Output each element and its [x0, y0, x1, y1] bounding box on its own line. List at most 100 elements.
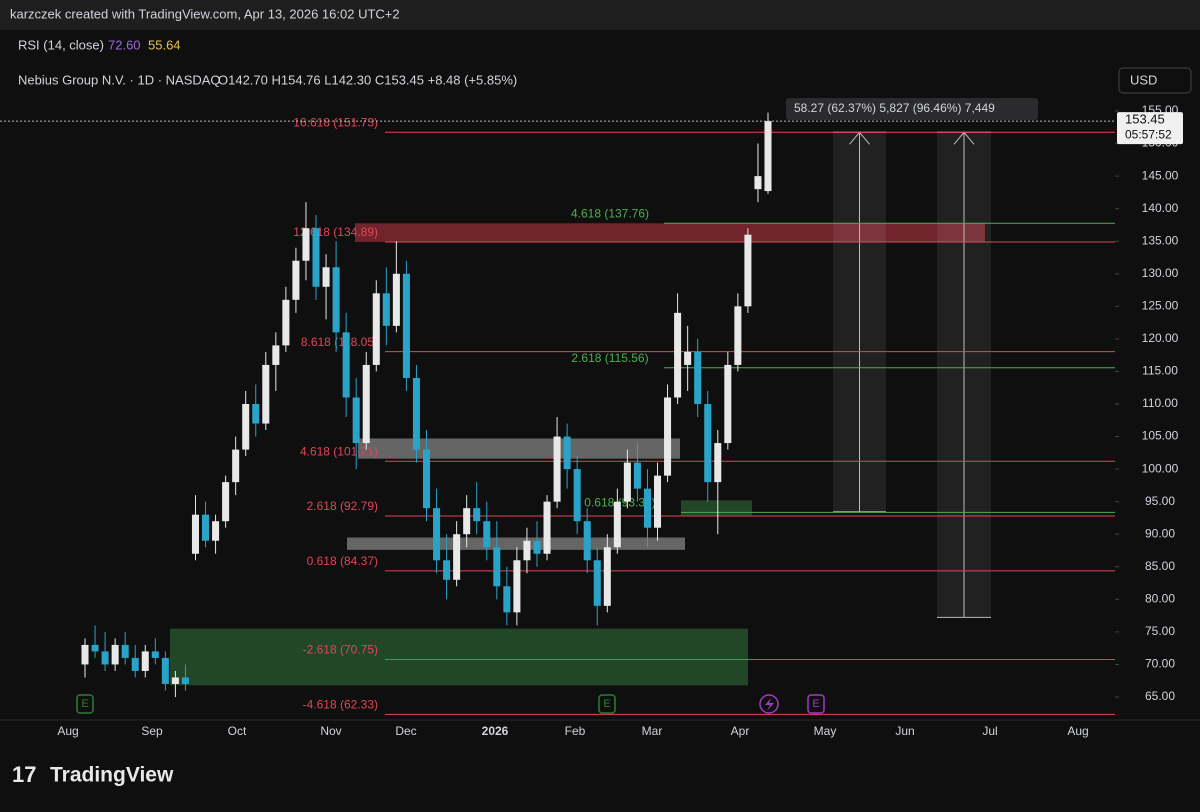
candle-body: [433, 508, 441, 561]
candle-body: [714, 443, 722, 483]
fib-label: 8.618 (118.05): [301, 335, 378, 349]
candle-body: [91, 644, 99, 652]
candle-body: [694, 351, 702, 404]
candle-body: [111, 644, 119, 665]
candle-body: [754, 176, 762, 190]
candle-body: [684, 351, 692, 365]
event-label: E: [81, 698, 88, 710]
event-icon: [807, 694, 825, 714]
brand: TradingView: [50, 764, 174, 787]
event-icon: [76, 694, 94, 714]
candle-body: [242, 404, 250, 450]
candle-body: [724, 364, 732, 444]
candle-body: [583, 521, 591, 561]
candle-body: [593, 560, 601, 606]
x-tick-label: Sep: [141, 724, 163, 738]
x-tick-label: Jun: [895, 724, 914, 738]
candle-body: [202, 514, 210, 541]
y-tick-label: 80.00: [1145, 592, 1175, 606]
x-tick-label: Mar: [642, 724, 663, 738]
candle-body: [744, 234, 752, 307]
currency[interactable]: USD: [1130, 72, 1157, 87]
candle-body: [232, 449, 240, 483]
candle-body: [212, 521, 220, 541]
candle-body: [252, 404, 260, 424]
candle-body: [603, 547, 611, 606]
rsi-value: 72.60: [108, 37, 141, 52]
measure-box: [786, 98, 1038, 120]
candle-body: [191, 514, 200, 554]
candle-body: [704, 404, 712, 483]
candle-body: [131, 657, 139, 671]
candle-body: [282, 299, 290, 346]
x-tick-label: Aug: [57, 724, 78, 738]
candle-body: [342, 332, 350, 398]
candle-body: [493, 547, 501, 587]
candle-body: [764, 121, 772, 192]
zone: [681, 500, 752, 516]
y-tick-label: 120.00: [1142, 331, 1179, 345]
y-tick-label: 95.00: [1145, 494, 1175, 508]
measure-label: 58.27 (62.37%) 5,827 (96.46%) 7,449: [794, 101, 995, 115]
candle-body: [171, 677, 179, 684]
currency-button[interactable]: [1118, 67, 1192, 94]
event-bolt: [759, 694, 779, 714]
symbol: Nebius Group N.V. · 1D · NASDAQ: [18, 72, 221, 87]
zone: [358, 438, 680, 459]
candle-body: [483, 521, 491, 548]
y-tick-label: 105.00: [1142, 429, 1179, 443]
candle-body: [312, 228, 320, 287]
y-tick-label: 75.00: [1145, 624, 1175, 638]
y-tick-label: 115.00: [1142, 364, 1178, 378]
candle-body: [643, 488, 651, 528]
candle-body: [623, 462, 631, 502]
candle-body: [453, 534, 461, 580]
candle-body: [362, 364, 370, 444]
event-label: E: [812, 698, 819, 710]
candle-body: [392, 273, 400, 326]
y-tick-label: 90.00: [1145, 526, 1175, 540]
zone: [355, 223, 985, 242]
candle-body: [674, 312, 682, 398]
zone: [170, 628, 748, 686]
fib-label: 2.618 (92.79): [307, 499, 378, 513]
candle-body: [533, 540, 541, 554]
x-tick-label: Dec: [395, 724, 416, 738]
candle-body: [372, 293, 380, 365]
credit: karzczek created with TradingView.com, A…: [10, 6, 400, 21]
candle-body: [81, 644, 89, 665]
y-tick-label: 125.00: [1142, 299, 1179, 313]
candle-body: [443, 560, 451, 580]
candle-body: [141, 651, 149, 671]
candle-body: [412, 377, 420, 450]
y-tick-label: 100.00: [1142, 461, 1179, 475]
candle-body: [473, 508, 481, 522]
fib-label: 4.618 (137.76): [571, 206, 649, 220]
candle-body: [382, 293, 390, 326]
candle-body: [553, 436, 561, 502]
candle-body: [222, 482, 230, 522]
x-tick-label: May: [814, 724, 837, 738]
x-tick-label: Jul: [982, 724, 997, 738]
candle-body: [523, 540, 531, 561]
x-tick-label: 2026: [482, 724, 509, 738]
candle-body: [272, 345, 280, 365]
candle-body: [613, 501, 621, 548]
candle-body: [322, 267, 330, 287]
event-label: E: [603, 698, 610, 710]
y-tick-label: 85.00: [1145, 559, 1175, 573]
header-bar: [0, 0, 1200, 30]
candle-body: [181, 677, 189, 684]
candle-body: [262, 364, 270, 424]
x-tick-label: Feb: [565, 724, 586, 738]
candle-body: [503, 586, 511, 613]
y-tick-label: 70.00: [1145, 657, 1175, 671]
bolt: [765, 698, 774, 711]
candle-body: [422, 449, 431, 509]
y-tick-label: 110.00: [1142, 396, 1178, 410]
candle-body: [664, 397, 672, 476]
event-icon: [598, 694, 616, 714]
fib-label: -4.618 (62.33): [303, 698, 378, 712]
fib-label: -2.618 (70.75): [303, 643, 378, 657]
